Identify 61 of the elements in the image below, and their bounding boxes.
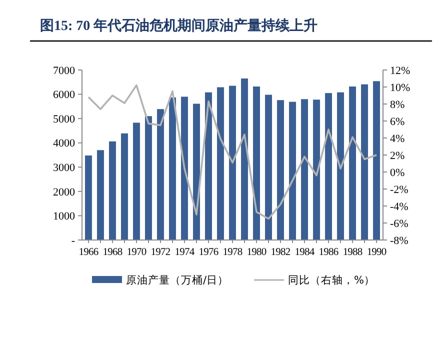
y2-tick-label: 8% [390, 98, 405, 111]
x-tick-label: 1982 [270, 247, 290, 258]
bar [181, 96, 188, 240]
y2-tick-label: 0% [390, 166, 405, 179]
x-tick-label: 1966 [78, 247, 98, 258]
bar [145, 116, 152, 240]
bar [241, 78, 248, 240]
bar [313, 100, 320, 240]
bar [277, 100, 284, 240]
bar [325, 93, 332, 240]
x-tick-label: 1990 [366, 247, 386, 258]
bar [205, 92, 212, 240]
y2-tick-label: -8% [390, 234, 408, 247]
x-tick-label: 1974 [174, 247, 196, 258]
y2-tick-label: -4% [390, 200, 408, 213]
bar [229, 86, 236, 240]
chart-title: 图15: 70 年代石油危机期间原油产量持续上升 [40, 17, 318, 34]
bar [157, 109, 164, 240]
bar [301, 99, 308, 240]
y-tick-label: 7000 [53, 64, 76, 77]
bar [217, 87, 224, 240]
y-tick-label: 2000 [53, 186, 76, 198]
y-tick-label: 1000 [53, 210, 76, 223]
y2-tick-label: -6% [390, 218, 408, 230]
x-tick-label: 1978 [222, 247, 242, 258]
y-tick-label: 3000 [53, 162, 76, 174]
bar [373, 81, 380, 240]
bar [337, 92, 344, 240]
y2-tick-label: 4% [390, 132, 405, 145]
x-tick-label: 1972 [150, 247, 170, 258]
x-tick-label: 1968 [102, 247, 122, 258]
bar [85, 155, 92, 240]
y-tick-label: 6000 [53, 89, 76, 102]
y2-tick-label: -2% [390, 184, 408, 196]
line-series [88, 84, 378, 220]
y-tick-label: 5000 [53, 113, 76, 126]
legend-label: 原油产量（万桶/日） [126, 274, 229, 287]
x-tick-label: 1988 [342, 247, 362, 258]
bar [97, 150, 104, 240]
x-tick-label: 1984 [294, 247, 316, 258]
bar [361, 84, 368, 240]
x-tick-label: 1986 [318, 247, 338, 258]
y-tick-label: 4000 [53, 138, 76, 150]
bar [193, 104, 200, 240]
bar [169, 97, 176, 240]
bar [265, 94, 272, 240]
y2-tick-label: 2% [390, 150, 405, 162]
bar [253, 86, 260, 240]
bar [133, 122, 140, 240]
y-tick-label: - [71, 234, 76, 247]
y2-tick-label: 6% [390, 116, 405, 128]
legend-label: 同比（右轴，%） [288, 274, 375, 287]
y2-tick-label: 10% [390, 82, 410, 94]
x-tick-label: 1980 [246, 247, 266, 258]
bar [289, 102, 296, 240]
bar [109, 141, 116, 240]
bar [349, 86, 356, 240]
bar [121, 133, 128, 240]
x-tick-label: 1976 [198, 247, 218, 258]
x-tick-label: 1970 [126, 247, 146, 258]
y2-tick-label: 12% [390, 64, 410, 77]
